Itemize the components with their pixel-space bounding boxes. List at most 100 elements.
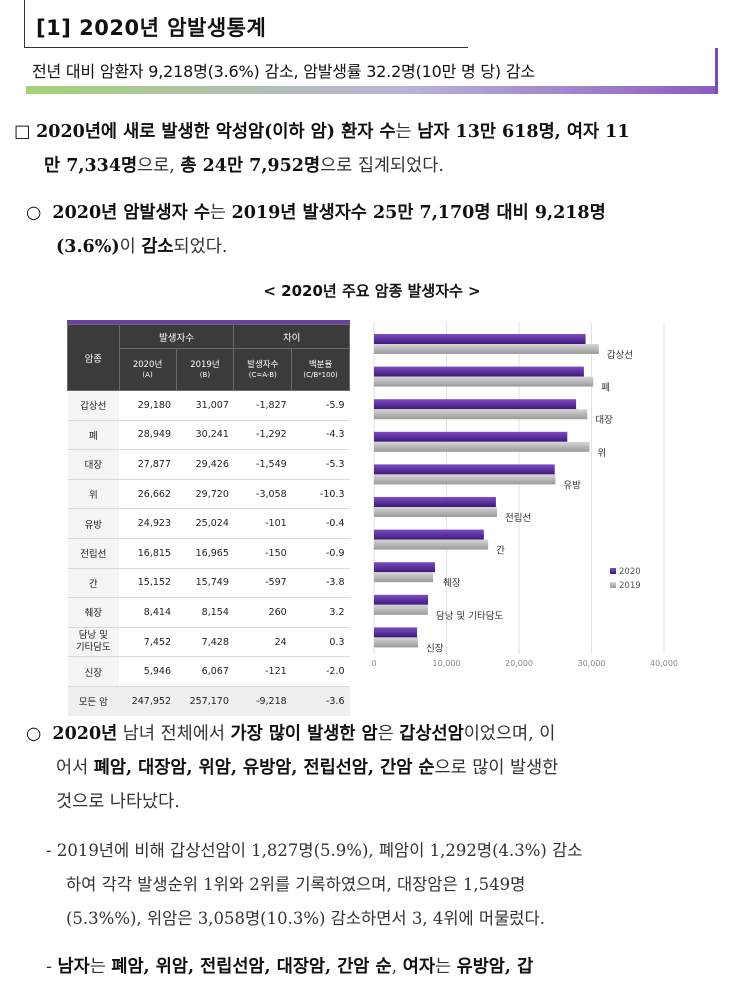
cell-pct: -10.3 [291, 479, 350, 510]
bar-2020 [374, 594, 429, 605]
bar-2019 [374, 572, 434, 583]
cell-2020: 7,452 [119, 627, 176, 658]
x-tick-label: 0 [371, 659, 376, 668]
cell-name: 전립선 [67, 538, 120, 569]
square-bullet: □ [14, 122, 31, 142]
bar-2020 [374, 529, 484, 540]
th-group-difference: 차이 [233, 324, 350, 349]
cell-2020: 5,946 [119, 656, 176, 687]
cell-diff: -1,292 [233, 420, 292, 451]
incidence-table: 암종 발생자수 차이 2020년 (A) 2019년 (B) 발생자수 (C=A-B)… [67, 324, 350, 717]
cell-diff: -9,218 [233, 686, 292, 717]
p3-emphasis-c: 가장 많이 발생한 암 [230, 724, 378, 744]
p5-emphasis-e: 여자 [402, 957, 435, 977]
cell-pct: -2.0 [291, 656, 350, 687]
table-row: 대장 27,877 29,426 -1,549 -5.3 [67, 449, 350, 480]
p2-emphasis-c: 2019년 발생자수 25만 7,170명 대비 9,218명 [231, 203, 606, 223]
category-label: 췌장 [443, 578, 461, 589]
bar-2019 [374, 474, 556, 485]
cell-diff: -1,549 [233, 449, 292, 480]
th-group-incidence: 발생자수 [118, 324, 235, 349]
category-label: 간 [496, 546, 505, 557]
table-row: 전립선 16,815 16,965 -150 -0.9 [67, 538, 350, 569]
p5-emphasis-c: 폐암, 위암, 전립선암, 대장암, 간암 순 [111, 957, 392, 977]
cell-name: 갑상선 [67, 390, 120, 421]
p2-text-e: 이 [119, 237, 142, 257]
cell-2020: 15,152 [119, 568, 176, 599]
bar-2020 [374, 334, 586, 344]
th-diff: 발생자수 (C=A-B) [233, 348, 293, 391]
cell-diff: -1,827 [233, 390, 292, 421]
cell-name: 위 [67, 479, 120, 510]
summary-gradient-bar [26, 86, 718, 94]
cell-pct: -0.4 [291, 508, 350, 539]
cell-diff: 260 [233, 597, 292, 628]
paragraph-1-line-2: 만 7,334명으로, 총 24만 7,952명으로 집계되었다. [44, 149, 444, 183]
cell-diff: -597 [233, 568, 292, 599]
p5-text-b: 는 [89, 957, 112, 977]
bar-2019 [374, 344, 599, 354]
category-label: 갑상선 [607, 349, 633, 361]
p1-text-b: 는 [395, 122, 418, 142]
cell-2020: 26,662 [119, 479, 176, 510]
table-total-row: 모든 암 247,952 257,170 -9,218 -3.6 [67, 686, 350, 717]
p2-emphasis-d: (3.6%) [56, 237, 120, 257]
cell-name: 폐 [67, 420, 120, 451]
paragraph-2-line-2: (3.6%)이 감소되었다. [56, 230, 227, 264]
p2-emphasis-a: 2020년 암발생자 수 [52, 203, 210, 223]
cell-diff: -121 [233, 656, 292, 687]
table-top-accent [67, 320, 350, 324]
bar-2019 [374, 376, 594, 387]
cell-2020: 27,877 [119, 449, 176, 480]
p3-text-b: 남녀 전체에서 [117, 724, 231, 744]
cell-diff: 24 [233, 627, 292, 658]
cell-pct: 3.2 [291, 597, 350, 628]
p1-emphasis-c: 남자 13만 618명, 여자 11 [417, 122, 630, 142]
legend-label-2019: 2019 [619, 581, 641, 591]
bar-2020 [374, 431, 568, 442]
section-title: [1] 2020년 암발생통계 [36, 16, 267, 40]
chart-caption: < 2020년 주요 암종 발생자수 > [263, 282, 481, 300]
p3-emphasis-h: 폐암, 대장암, 위암, 유방암, 전립선암, 간암 순 [93, 758, 435, 778]
incidence-table-wrapper: 암종 발생자수 차이 2020년 (A) 2019년 (B) 발생자수 (C=A-B)… [67, 320, 350, 717]
bar-2019 [374, 409, 588, 420]
paragraph-3-line-2: 어서 폐암, 대장암, 위암, 유방암, 전립선암, 간암 순으로 많이 발생한 [56, 751, 558, 785]
cell-pct: -5.9 [291, 390, 350, 421]
summary-edge-accent [715, 48, 718, 94]
p1-text-e: 으로, [137, 156, 181, 176]
cell-pct: -3.6 [291, 686, 350, 717]
table-row: 갑상선 29,180 31,007 -1,827 -5.9 [67, 390, 350, 421]
section-header-box [24, 0, 468, 48]
cell-2020: 28,949 [119, 420, 176, 451]
cell-pct: 0.3 [291, 627, 350, 658]
bar-2020 [374, 497, 496, 507]
cell-name: 신장 [67, 656, 120, 687]
th-2019: 2019년 (B) [175, 348, 235, 391]
cell-2019: 16,965 [176, 538, 234, 569]
x-tick-label: 40,000 [650, 659, 678, 668]
p5-text-d: , [391, 957, 403, 977]
x-tick-label: 30,000 [578, 659, 606, 668]
bar-2020 [374, 399, 577, 410]
table-row: 간 15,152 15,749 -597 -3.8 [67, 568, 350, 599]
bar-2019 [374, 539, 489, 550]
cell-2020: 8,414 [119, 597, 176, 628]
table-row: 췌장 8,414 8,154 260 3.2 [67, 597, 350, 628]
paragraph-4-line-2: 하여 각각 발생순위 1위와 2위를 기록하였으며, 대장암은 1,549명 [66, 875, 526, 894]
bar-2020 [374, 366, 584, 377]
category-label: 대장 [595, 415, 613, 426]
paragraph-4-line-1: - 2019년에 비해 갑상선암이 1,827명(5.9%), 폐암이 1,29… [46, 841, 583, 860]
cell-pct: -4.3 [291, 420, 350, 451]
cell-2019: 31,007 [176, 390, 234, 421]
cell-diff: -3,058 [233, 479, 292, 510]
x-tick-label: 10,000 [433, 659, 461, 668]
p3-emphasis-a: 2020년 [52, 724, 118, 744]
cell-name: 대장 [67, 449, 120, 480]
table-row: 담낭 및 기타담도 7,452 7,428 24 0.3 [67, 627, 350, 658]
cell-2019: 29,426 [176, 449, 234, 480]
cell-2020: 16,815 [119, 538, 176, 569]
cell-name: 간 [67, 568, 120, 599]
th-pct: 백분율 (C/B*100) [291, 348, 350, 391]
cell-2019: 257,170 [176, 686, 234, 717]
category-label: 신장 [426, 643, 444, 654]
